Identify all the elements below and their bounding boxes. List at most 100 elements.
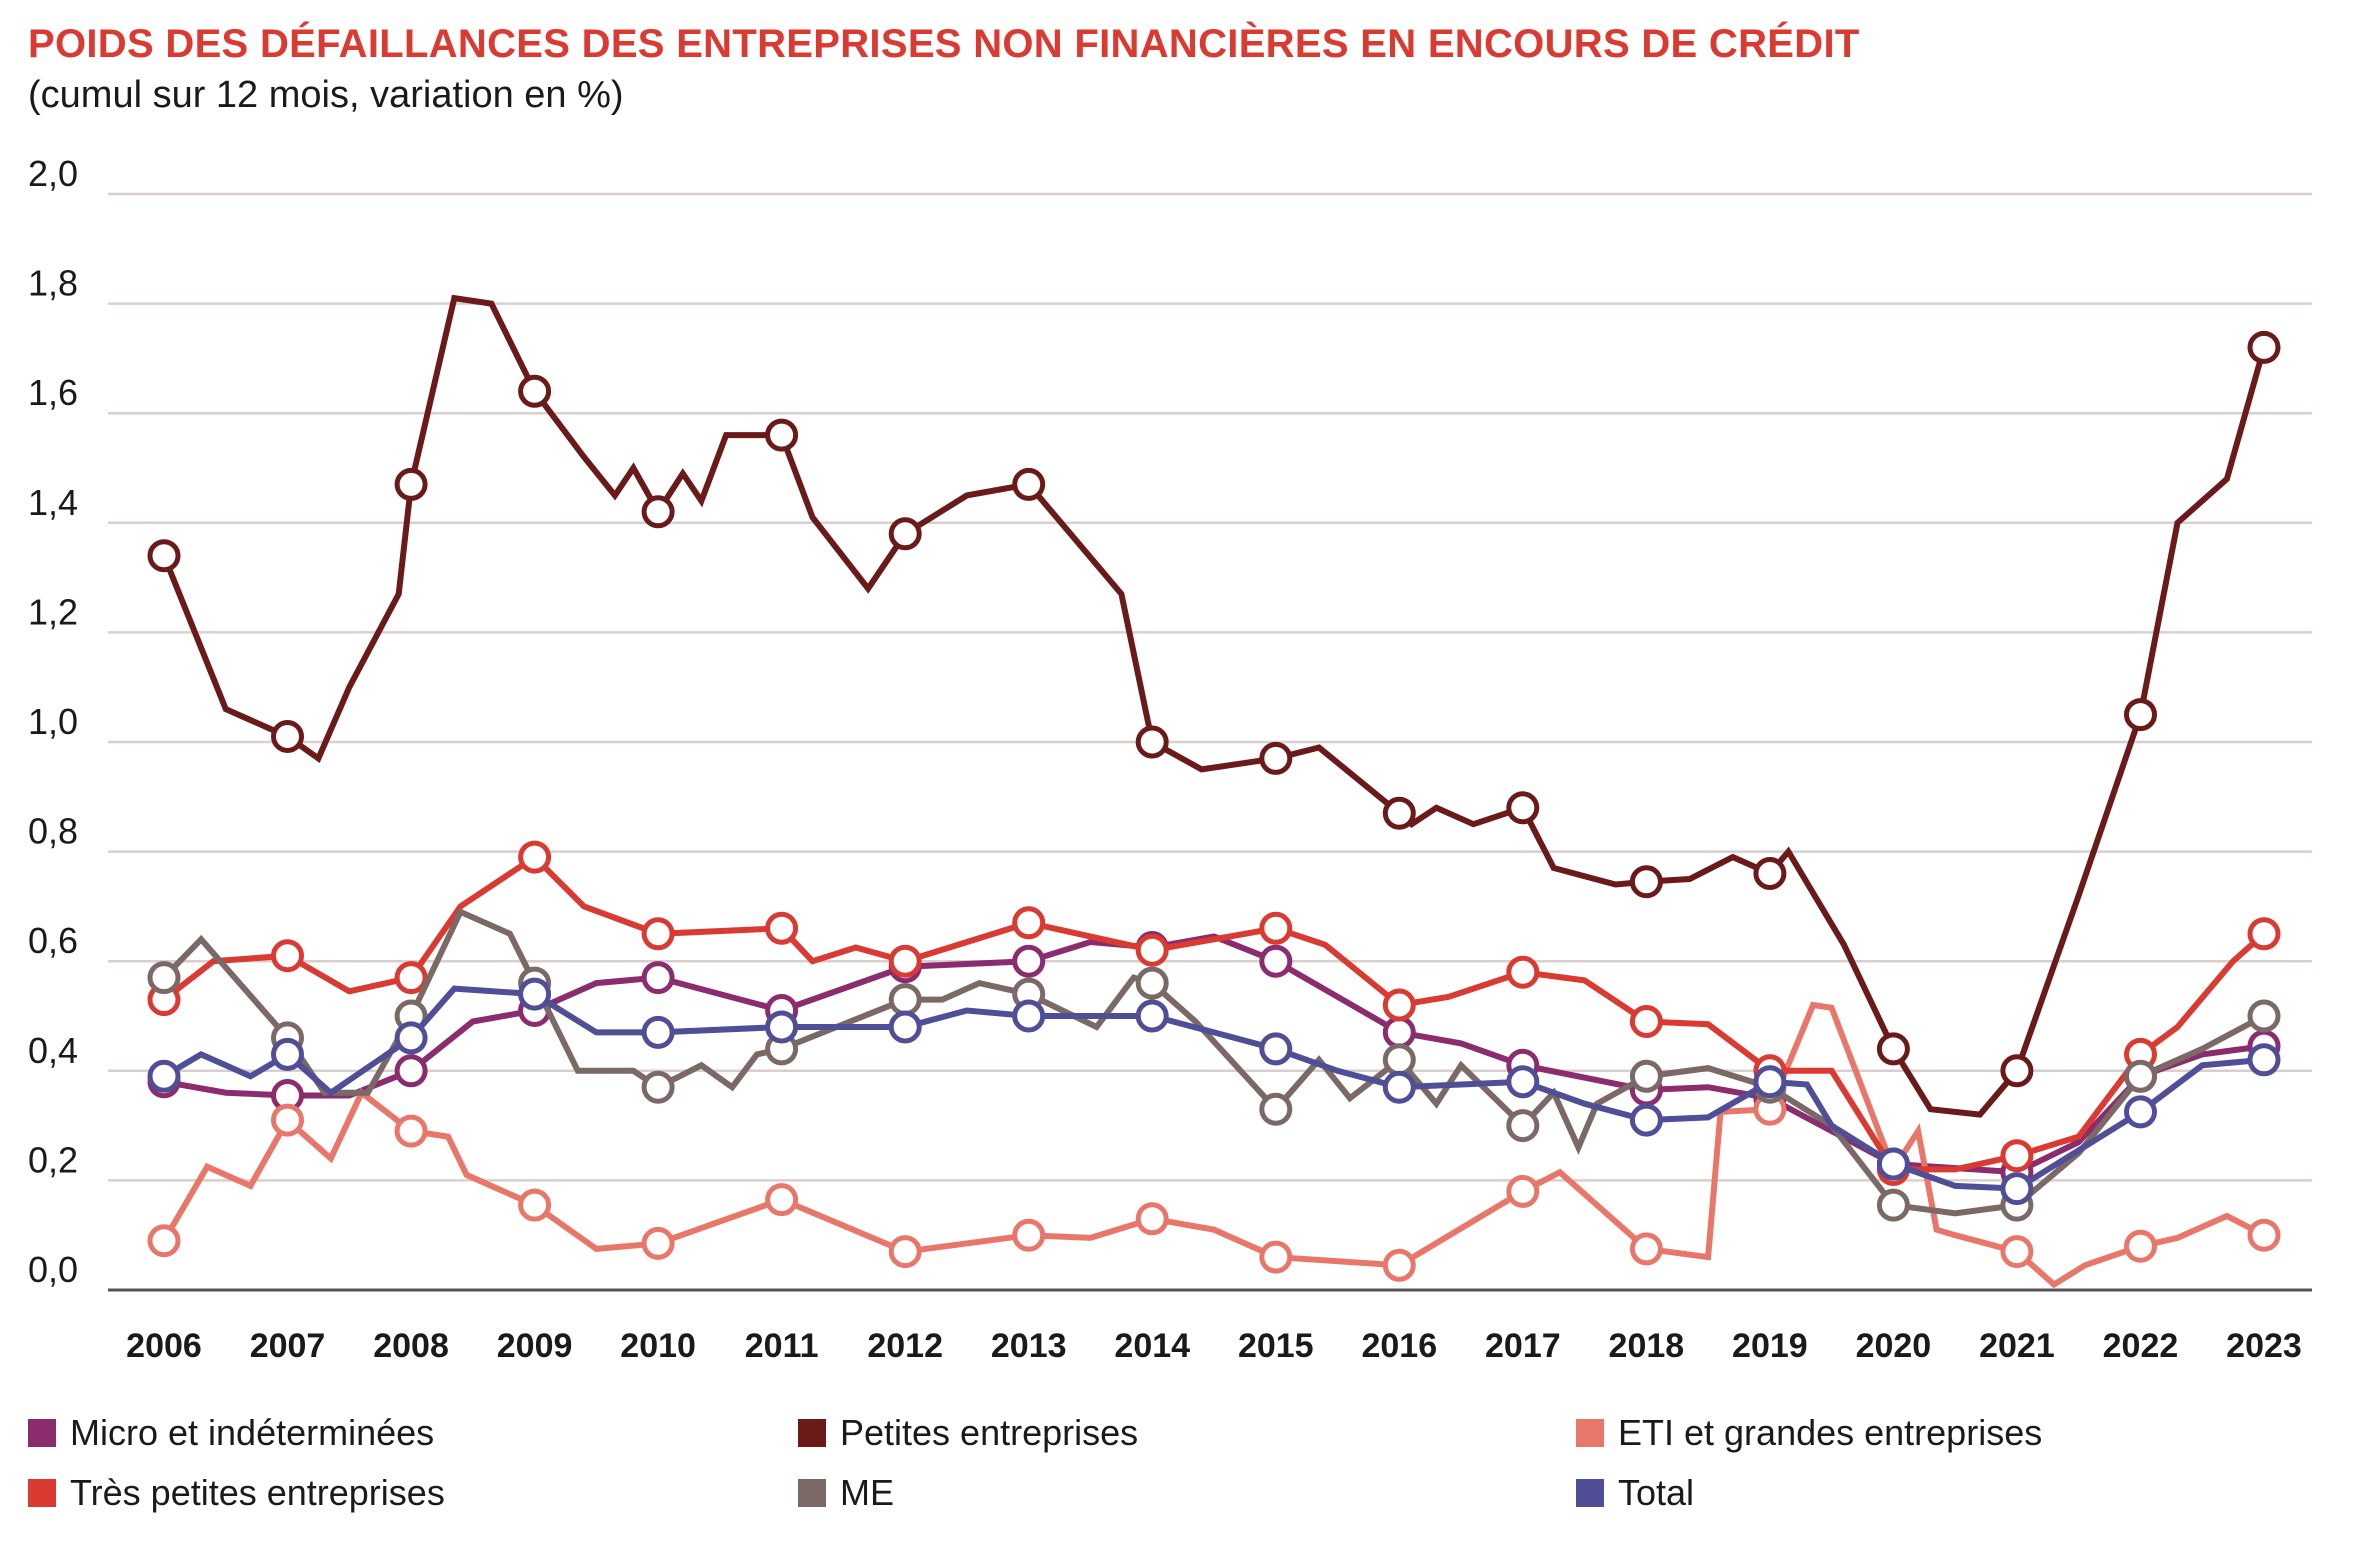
series-1-marker	[641, 495, 675, 529]
series-1	[147, 294, 2281, 1118]
series-3-marker	[271, 939, 304, 973]
series-1-marker	[888, 517, 922, 551]
series-3-marker	[2247, 917, 2281, 951]
y-tick-label: 1,8	[28, 263, 78, 304]
legend-swatch-total	[1576, 1479, 1604, 1507]
series-5-marker	[1012, 999, 1046, 1033]
x-tick-label: 2015	[1238, 1327, 1314, 1365]
y-tick-label: 0,8	[28, 811, 78, 852]
legend-item-me: ME	[798, 1468, 894, 1518]
x-axis-ticks: 2006 2007 2008 2009 2010 2011 2012 2013 2014 2015…	[126, 1327, 2302, 1365]
series-1-marker	[1629, 865, 1663, 899]
series-2-marker	[518, 1188, 552, 1222]
series-3-marker	[765, 911, 799, 945]
series-1-marker	[2124, 698, 2157, 732]
series-2-marker	[2124, 1229, 2157, 1263]
series-2-marker	[641, 1226, 675, 1260]
series-0-marker	[1382, 1015, 1416, 1049]
series-5-line	[162, 985, 2265, 1192]
x-tick-label: 2018	[1609, 1327, 1685, 1365]
series-0-marker	[1012, 944, 1046, 978]
series-3	[147, 840, 2281, 1186]
legend-item-total: Total	[1576, 1468, 1694, 1518]
series-2-line	[161, 1001, 2266, 1289]
series-2-marker	[394, 1114, 428, 1148]
series-3-marker	[1629, 1005, 1663, 1038]
series-5-marker	[271, 1037, 304, 1071]
series-4-marker	[888, 983, 922, 1017]
legend-label-me: ME	[840, 1472, 894, 1513]
series-2-marker	[2247, 1218, 2281, 1252]
y-tick-label: 1,6	[28, 372, 78, 413]
series-4-marker	[1382, 1043, 1416, 1077]
legend-label-petites: Petites entreprises	[840, 1412, 1139, 1453]
series-5-marker	[1876, 1147, 1910, 1181]
series-1-marker	[2000, 1054, 2034, 1088]
line-chart: 0,00,20,40,60,81,01,21,41,61,82,0 2006 20…	[28, 153, 2312, 1365]
series-5-marker	[1135, 999, 1169, 1033]
legend-label-tpe: Très petites entreprises	[70, 1472, 445, 1513]
x-tick-label: 2021	[1979, 1327, 2055, 1365]
series-4-marker	[147, 961, 181, 995]
series-1-marker	[1876, 1032, 1910, 1066]
series-5-marker	[1506, 1065, 1540, 1099]
x-tick-label: 2014	[1114, 1327, 1190, 1365]
series-3-marker	[394, 961, 428, 995]
series-1-marker	[2247, 330, 2281, 364]
series-2-marker	[1259, 1240, 1293, 1274]
series-4-marker	[2247, 999, 2281, 1033]
x-tick-label: 2017	[1485, 1327, 1561, 1365]
series-3-marker	[888, 944, 922, 978]
series-1-marker	[394, 467, 428, 501]
y-tick-label: 0,2	[28, 1139, 78, 1180]
x-tick-label: 2016	[1361, 1327, 1437, 1365]
series-1-marker	[271, 720, 304, 753]
x-tick-label: 2012	[867, 1327, 943, 1365]
series-0-marker	[394, 1054, 428, 1088]
legend-swatch-petites	[798, 1419, 826, 1447]
x-tick-label: 2008	[373, 1327, 449, 1365]
series-5-marker	[1259, 1032, 1293, 1066]
series-3-marker	[2000, 1139, 2034, 1173]
x-tick-label: 2022	[2103, 1327, 2179, 1365]
series-5-marker	[1629, 1103, 1663, 1137]
series-1-marker	[147, 539, 181, 573]
x-tick-label: 2011	[745, 1327, 819, 1365]
series-3-marker	[641, 917, 675, 951]
series-2-marker	[1012, 1218, 1046, 1252]
series-3-marker	[1259, 911, 1293, 945]
series-2-marker	[271, 1103, 304, 1137]
legend-label-eti: ETI et grandes entreprises	[1618, 1412, 2043, 1453]
chart-subtitle: (cumul sur 12 mois, variation en %)	[28, 74, 624, 116]
series-4-marker	[1135, 966, 1169, 1000]
series-4-marker	[2124, 1059, 2157, 1093]
legend-label-total: Total	[1618, 1472, 1695, 1513]
legend-label-micro: Micro et indéterminées	[70, 1412, 435, 1453]
x-tick-label: 2020	[1856, 1327, 1932, 1365]
series-3-marker	[1135, 933, 1169, 967]
y-tick-label: 2,0	[28, 153, 78, 194]
series-2-marker	[1135, 1202, 1169, 1236]
series-2-marker	[1506, 1174, 1540, 1208]
chart-title: POIDS DES DÉFAILLANCES DES ENTREPRISES N…	[28, 22, 1860, 66]
legend-item-eti: ETI et grandes entreprises	[1576, 1408, 2042, 1458]
x-tick-label: 2013	[991, 1327, 1067, 1365]
x-tick-label: 2023	[2226, 1327, 2302, 1365]
series-5-marker	[2247, 1043, 2281, 1077]
series-1-marker	[1753, 857, 1787, 890]
series-1-marker	[1012, 467, 1046, 501]
grid-lines	[108, 192, 2312, 1292]
legend-item-micro: Micro et indéterminées	[28, 1408, 434, 1458]
series-2-marker	[1382, 1248, 1416, 1282]
series-2-marker	[888, 1235, 922, 1269]
x-tick-label: 2007	[250, 1327, 326, 1365]
y-tick-label: 0,4	[28, 1030, 78, 1071]
series-5-marker	[888, 1010, 922, 1044]
x-tick-label: 2009	[497, 1327, 573, 1365]
series-3-line	[162, 853, 2266, 1173]
series-4-marker	[1506, 1109, 1540, 1143]
legend-item-tpe: Très petites entreprises	[28, 1468, 445, 1518]
series-1-marker	[518, 374, 552, 408]
series-3-marker	[1382, 988, 1416, 1022]
series-0	[147, 931, 2281, 1189]
